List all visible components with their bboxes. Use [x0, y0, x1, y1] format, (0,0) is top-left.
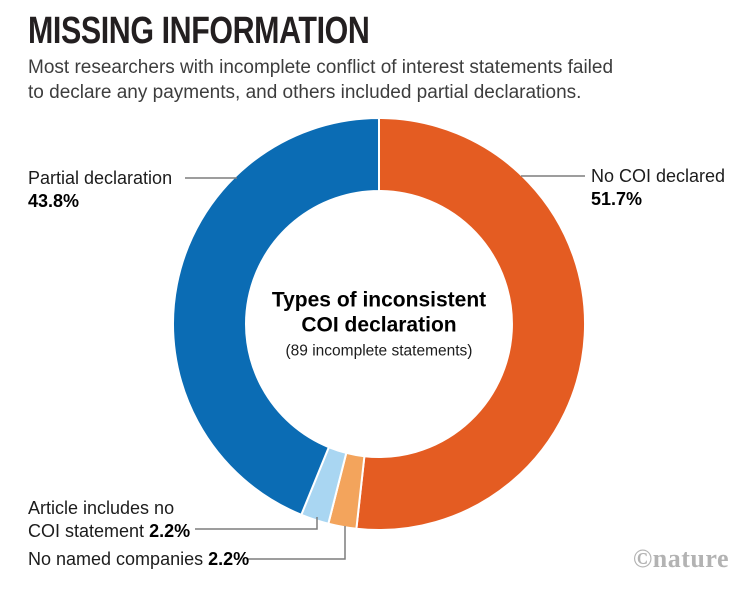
label-article-line-1: Article includes no: [28, 498, 175, 518]
label-no-coi-declared-name: No COI declared: [591, 166, 726, 186]
label-article-no-coi-statement: Article includes no COI statement 2.2%: [28, 497, 190, 543]
subtitle: Most researchers with incomplete conflic…: [28, 55, 613, 105]
label-partial-declaration-pct: 43.8%: [28, 191, 80, 211]
donut-center-label: Types of inconsistent COI declaration (8…: [272, 288, 486, 361]
label-article-pct: 2.2%: [149, 521, 191, 541]
label-partial-declaration-name: Partial declaration: [28, 168, 173, 188]
leader-line-article-no-coi-statement: [195, 517, 318, 530]
donut-center-title-line-1: Types of inconsistent: [271, 288, 487, 312]
donut-center-title-line-2: COI declaration: [301, 313, 457, 337]
label-no-named-companies: No named companies 2.2%: [28, 548, 249, 571]
donut-segment-no-coi-declared: [355, 116, 586, 531]
label-no-coi-declared: No COI declared 51.7%: [591, 165, 725, 211]
leader-lines: [185, 175, 585, 560]
donut-segments: [172, 116, 586, 531]
donut-segment-partial-declaration: [172, 116, 380, 517]
label-partial-declaration: Partial declaration 43.8%: [28, 167, 172, 213]
label-no-named-companies-pct: 2.2%: [208, 549, 250, 569]
label-article-line-2: COI statement 2.2%: [28, 521, 191, 541]
subtitle-line-2: to declare any payments, and others incl…: [28, 82, 582, 103]
page-title: MISSING INFORMATION: [28, 10, 370, 52]
subtitle-line-1: Most researchers with incomplete conflic…: [28, 57, 614, 78]
leader-line-no-named-companies: [247, 526, 346, 560]
nature-watermark: ©nature: [632, 544, 729, 573]
donut-center-note: (89 incomplete statements): [285, 342, 473, 360]
label-no-named-companies-name: No named companies: [28, 549, 204, 569]
label-no-coi-declared-pct: 51.7%: [591, 189, 643, 209]
